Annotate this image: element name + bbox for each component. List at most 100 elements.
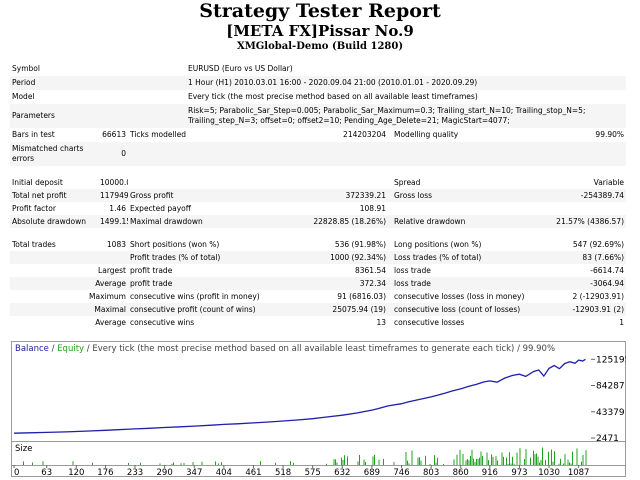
size-bar bbox=[417, 457, 419, 465]
spread-value: Variable bbox=[593, 177, 625, 187]
size-bar bbox=[425, 455, 426, 465]
size-bar bbox=[341, 457, 342, 465]
initial-deposit-label: Initial deposit bbox=[12, 177, 63, 187]
size-bar bbox=[372, 456, 374, 465]
maximal-profit-value: 25075.94 (19) bbox=[332, 304, 386, 314]
gross-profit-value: 372339.21 bbox=[345, 190, 386, 200]
size-bar bbox=[201, 461, 203, 465]
size-bar bbox=[357, 461, 359, 465]
total-trades-value: 1083 bbox=[106, 239, 126, 249]
size-bar bbox=[275, 462, 276, 465]
size-bar bbox=[513, 463, 515, 465]
maximal-label: Maximal bbox=[10, 303, 128, 316]
size-bar bbox=[545, 459, 546, 465]
size-bar bbox=[290, 461, 291, 465]
profit-trades-value: 1000 (92.34%) bbox=[330, 252, 386, 262]
period-value: 1 Hour (H1) 2010.03.01 16:00 - 2020.09.0… bbox=[98, 76, 627, 90]
x-tick-label: 803 bbox=[423, 468, 439, 477]
loss-trades-label: Loss trades (% of total) bbox=[392, 251, 542, 264]
x-tick-label: 518 bbox=[275, 468, 291, 477]
maximal-loss-label: consecutive loss (count of losses) bbox=[392, 303, 542, 316]
parameters-label: Parameters bbox=[10, 104, 98, 128]
size-bar bbox=[519, 448, 521, 465]
model-row: Model Every tick (the most precise metho… bbox=[10, 90, 626, 104]
size-bar bbox=[42, 461, 44, 465]
x-tick-label: 176 bbox=[97, 468, 113, 477]
size-bar bbox=[342, 459, 344, 465]
size-bar bbox=[347, 456, 348, 465]
chart-frame bbox=[11, 341, 626, 477]
total-trades-row: Total trades 1083 Short positions (won %… bbox=[10, 238, 626, 251]
expert-name: [META FX]Pissar No.9 bbox=[226, 22, 414, 40]
profit-trades-label: Profit trades (% of total) bbox=[130, 252, 221, 262]
x-tick-label: 632 bbox=[334, 468, 350, 477]
size-bar bbox=[456, 454, 458, 465]
size-bar bbox=[378, 459, 380, 465]
x-tick-label: 290 bbox=[157, 468, 173, 477]
size-bar bbox=[530, 457, 531, 465]
max-cons-wins-value: 91 (6816.03) bbox=[337, 291, 386, 301]
avg-cons-losses-label: consecutive losses bbox=[394, 317, 465, 327]
x-tick-label: 404 bbox=[216, 468, 232, 477]
size-bar bbox=[467, 459, 468, 465]
net-profit-value: 117949.46 bbox=[98, 189, 128, 202]
size-bar bbox=[474, 461, 476, 465]
maximum-label: Maximum bbox=[89, 291, 126, 301]
size-bar bbox=[92, 462, 93, 465]
size-bar bbox=[548, 451, 549, 465]
size-bar bbox=[407, 460, 408, 465]
net-profit-label: Total net profit bbox=[10, 189, 98, 202]
size-bar bbox=[453, 459, 455, 465]
profit-factor-row: Profit factor 1.46 Expected payoff 108.9… bbox=[10, 202, 626, 215]
size-bar bbox=[552, 461, 554, 465]
drawdown-row: Absolute drawdown 1499.15 Maximal drawdo… bbox=[10, 215, 627, 228]
size-bar bbox=[477, 459, 479, 465]
bars-value: 66613 bbox=[102, 130, 126, 139]
maximal-loss-value: -12903.91 (2) bbox=[542, 303, 627, 316]
y-tick-label: 43379 bbox=[596, 408, 625, 418]
initial-deposit-value: 10000.00 bbox=[100, 177, 128, 187]
abs-drawdown-value: 1499.15 bbox=[98, 215, 128, 228]
x-tick-label: 916 bbox=[482, 468, 498, 477]
legend-description: / Every tick (the most precise method ba… bbox=[84, 344, 555, 354]
max-cons-wins-label: consecutive wins (profit in money) bbox=[130, 291, 260, 301]
size-bar bbox=[140, 462, 141, 465]
average-cons-label: Average bbox=[95, 317, 126, 327]
size-bar bbox=[443, 464, 444, 465]
size-bar bbox=[221, 462, 222, 465]
max-cons-losses-value: 2 (-12903.91) bbox=[572, 291, 625, 301]
size-bar bbox=[420, 460, 422, 465]
largest-row: Largest profit trade 8361.54 loss trade … bbox=[10, 264, 626, 277]
chart-legend: Balance / Equity / Every tick (the most … bbox=[15, 344, 555, 354]
size-bar bbox=[260, 461, 261, 465]
average-loss-value: -3064.94 bbox=[542, 277, 627, 290]
size-bar bbox=[491, 454, 492, 465]
size-bar bbox=[72, 461, 74, 465]
long-positions-value: 547 (92.69%) bbox=[572, 239, 625, 249]
x-tick-label: 0 bbox=[14, 468, 19, 477]
size-bar bbox=[363, 459, 365, 465]
mismatch-label: Mismatched charts errors bbox=[10, 142, 98, 166]
size-bar bbox=[533, 450, 534, 465]
net-profit-row: Total net profit 117949.46 Gross profit … bbox=[10, 189, 627, 202]
gross-profit-label: Gross profit bbox=[130, 190, 174, 200]
size-bar bbox=[576, 448, 578, 465]
short-positions-value: 536 (91.98%) bbox=[334, 239, 386, 249]
largest-profit-label: profit trade bbox=[130, 265, 173, 275]
size-bar bbox=[326, 463, 327, 465]
size-histogram bbox=[23, 447, 587, 465]
size-bar bbox=[525, 449, 527, 465]
size-bar bbox=[408, 463, 410, 465]
average-row: Average profit trade 372.34 loss trade -… bbox=[10, 277, 627, 290]
model-label: Model bbox=[12, 92, 35, 101]
size-bar bbox=[563, 463, 564, 465]
size-bar bbox=[344, 455, 345, 465]
size-bar bbox=[560, 458, 561, 465]
x-axis: 0 63 120 176 233 290 347 404 461 518 575 632 689 746 8… bbox=[13, 465, 589, 477]
average-profit-value: 372.34 bbox=[359, 278, 386, 288]
size-bar bbox=[215, 461, 216, 465]
size-bar bbox=[468, 460, 470, 465]
size-bar bbox=[482, 456, 483, 465]
quality-label: Modelling quality bbox=[394, 130, 459, 139]
avg-cons-wins-value: 13 bbox=[376, 317, 386, 327]
